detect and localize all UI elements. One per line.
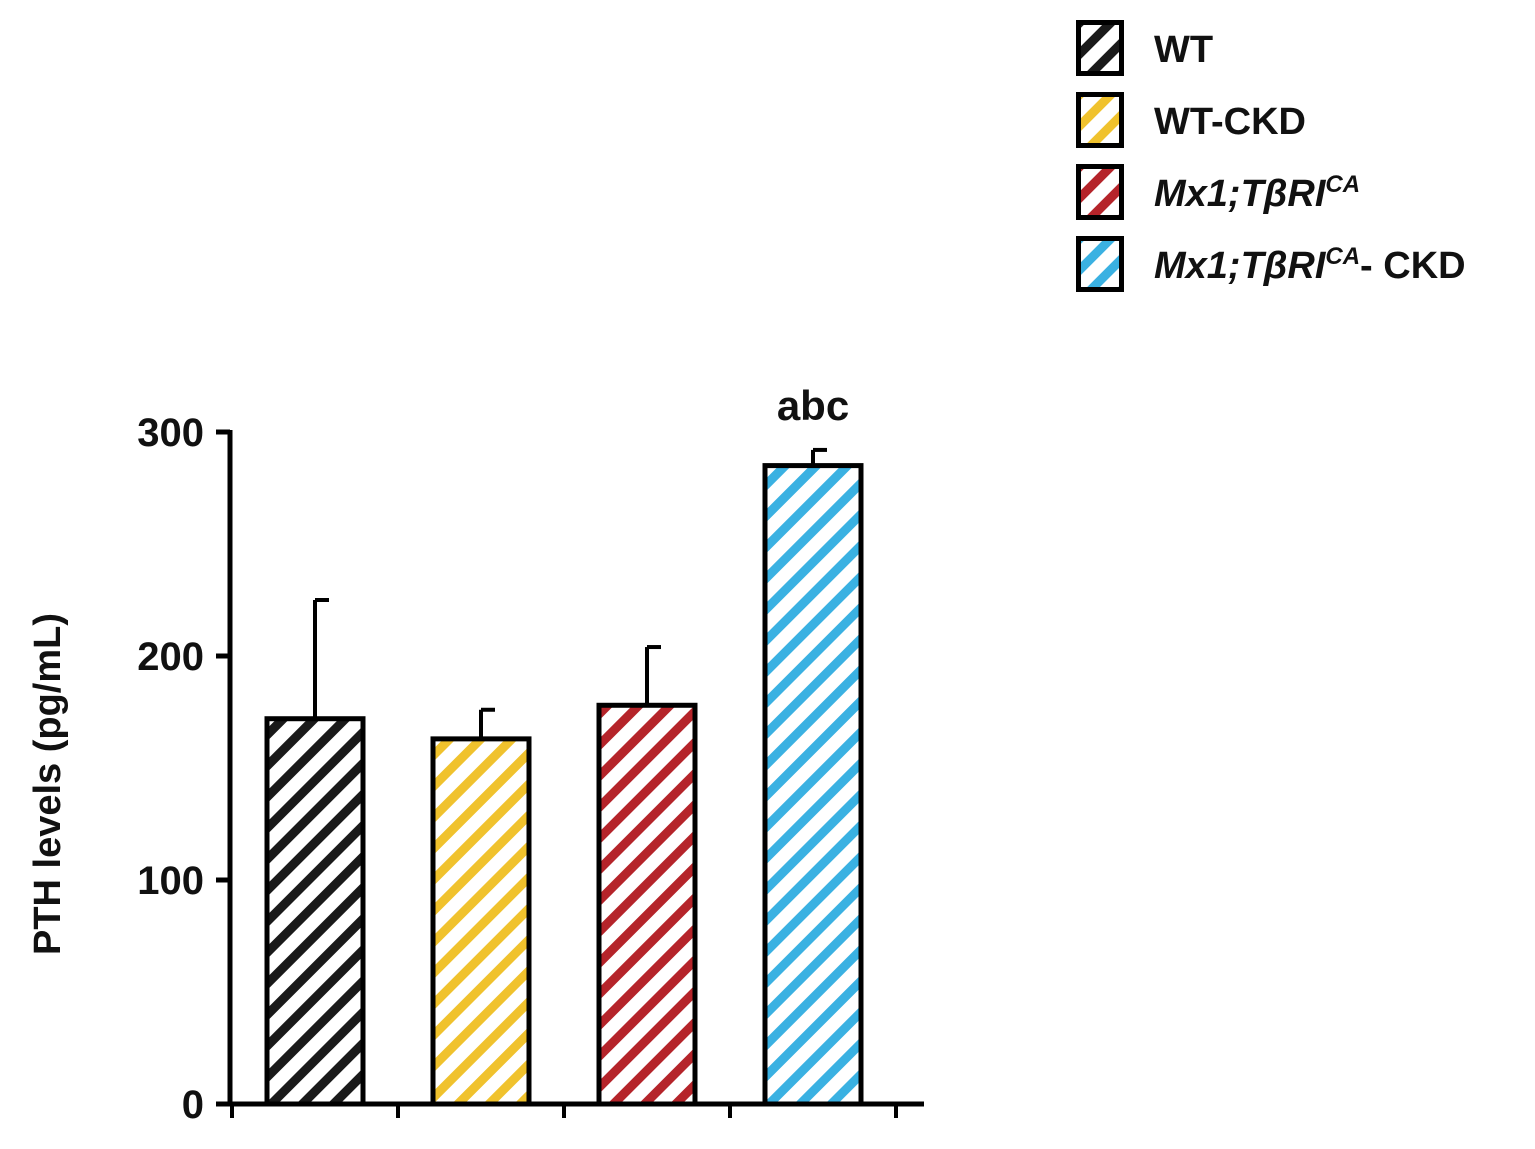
y-tick-label: 300 xyxy=(137,411,204,455)
legend-label-main: WT xyxy=(1154,29,1214,71)
legend-label-sup: CA xyxy=(1325,243,1361,270)
significance-annotation: abc xyxy=(777,382,849,429)
legend-label-wt-ckd: WT-CKD xyxy=(1154,100,1306,144)
bar xyxy=(430,736,532,1107)
y-tick-label: 100 xyxy=(137,859,204,903)
legend-swatch-wt-ckd xyxy=(1076,92,1124,148)
legend-label-mx1: Mx1;TβRICA xyxy=(1154,172,1360,216)
legend-swatch-fill xyxy=(1076,164,1124,220)
bar xyxy=(596,702,698,1107)
y-axis-label: PTH levels (pg/mL) xyxy=(27,613,69,955)
legend-label-mx1-ckd: Mx1;TβRICA- CKD xyxy=(1154,244,1466,288)
legend-label-wt: WT xyxy=(1154,28,1213,72)
bars: abc xyxy=(264,382,864,1107)
legend-swatch-fill xyxy=(1076,92,1124,148)
legend-swatch-mx1-ckd xyxy=(1076,236,1124,292)
legend-label-sup: CA xyxy=(1325,171,1361,198)
legend-swatch-mx1 xyxy=(1076,164,1124,220)
legend-label-main: Mx1;TβRI xyxy=(1154,245,1326,287)
axes: 0 100 200 300 PTH levels (pg/mL) xyxy=(27,411,924,1127)
legend-swatch-fill xyxy=(1076,236,1124,292)
bar xyxy=(264,716,366,1107)
legend-label-main: Mx1;TβRI xyxy=(1154,173,1326,215)
y-tick-label: 0 xyxy=(182,1083,204,1127)
legend-swatch-wt xyxy=(1076,20,1124,76)
legend-label-suffix: - CKD xyxy=(1360,245,1466,287)
y-tick-label: 200 xyxy=(137,635,204,679)
legend-label-main: WT-CKD xyxy=(1154,101,1306,143)
bar xyxy=(762,463,864,1107)
legend-swatch-fill xyxy=(1076,20,1124,76)
